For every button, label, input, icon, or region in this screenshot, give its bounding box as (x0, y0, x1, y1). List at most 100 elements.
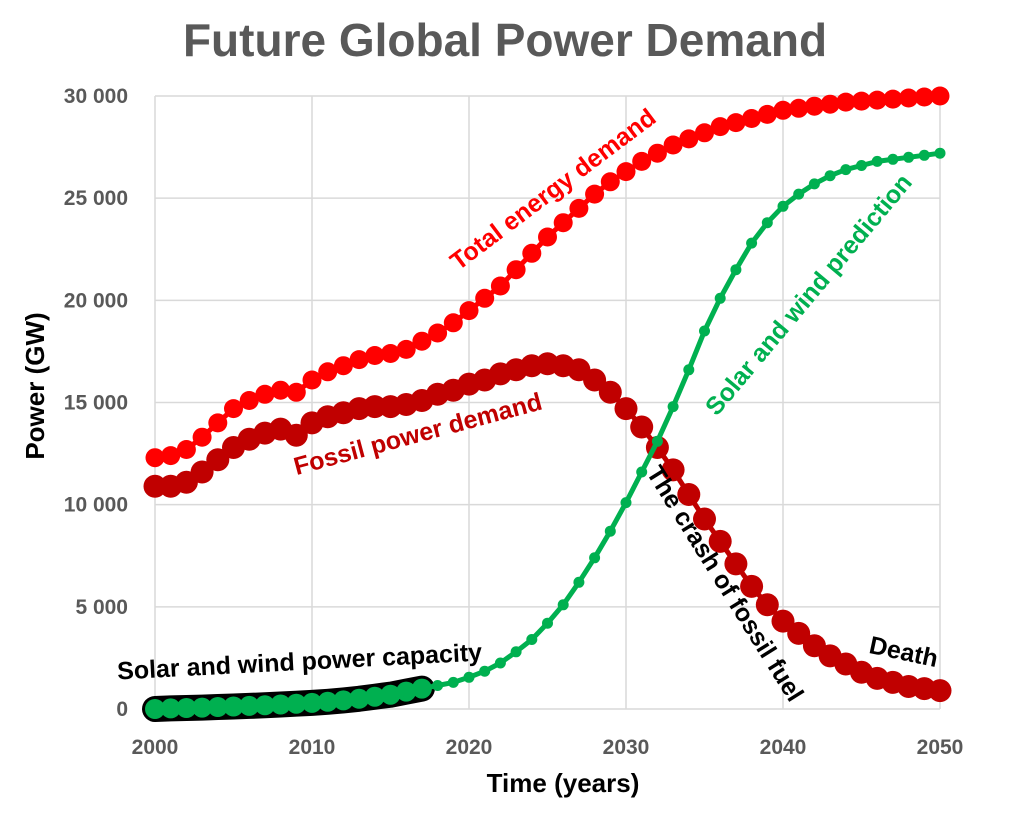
data-point (349, 350, 369, 370)
x-tick-label: 2020 (446, 736, 493, 759)
grid-lines (154, 95, 941, 710)
data-point (161, 446, 181, 466)
data-point (243, 700, 255, 712)
data-point (614, 397, 638, 421)
data-point (789, 98, 809, 118)
data-point (196, 702, 208, 714)
data-point (600, 172, 620, 192)
data-point (630, 415, 654, 439)
data-point (228, 701, 239, 712)
data-point (679, 129, 699, 149)
data-point (632, 151, 652, 171)
data-point (583, 368, 607, 392)
chart-title: Future Global Power Demand (183, 14, 827, 66)
x-tick-label: 2000 (132, 736, 179, 759)
data-point (663, 135, 683, 155)
data-point (661, 458, 685, 482)
annotation-total-energy-demand: Total energy demand (445, 103, 661, 276)
data-point (740, 574, 764, 598)
y-axis-ticks: 0 5 000 10 000 15 000 20 000 25 000 30 000 (64, 85, 128, 721)
data-point (443, 313, 463, 333)
data-point (165, 702, 177, 714)
data-point (757, 104, 777, 124)
data-point (284, 423, 308, 447)
data-point (239, 391, 259, 410)
data-point (190, 460, 214, 484)
data-point (306, 697, 318, 709)
data-point (856, 160, 867, 171)
data-point (337, 694, 349, 706)
x-tick-label: 2050 (917, 736, 964, 759)
data-point (542, 617, 553, 629)
data-point (259, 699, 271, 711)
data-point (726, 113, 746, 133)
data-point (302, 370, 322, 390)
data-point (432, 680, 444, 691)
data-point (742, 109, 762, 128)
data-point (852, 91, 871, 111)
y-axis-title: Power (GW) (20, 312, 50, 459)
data-point (840, 164, 852, 176)
series-solar-wind-prediction (149, 147, 946, 715)
data-point (526, 634, 538, 645)
data-point (699, 325, 710, 337)
series-fossil-power-demand (143, 352, 952, 703)
data-point (820, 94, 840, 114)
data-point (318, 362, 338, 382)
data-point (903, 151, 915, 163)
data-point (365, 346, 385, 365)
data-point (180, 702, 192, 714)
x-axis-title: Time (years) (487, 768, 640, 798)
y-tick-label: 5 000 (75, 596, 128, 619)
data-point (918, 149, 930, 161)
data-point (522, 243, 542, 263)
data-point (208, 413, 228, 433)
data-point (883, 89, 903, 109)
data-point (787, 621, 811, 645)
data-point (695, 123, 714, 143)
data-point (930, 86, 950, 106)
data-point (557, 599, 569, 611)
data-point (490, 276, 510, 296)
data-point (808, 178, 820, 190)
annotation-death: Death (867, 631, 941, 673)
y-tick-label: 25 000 (64, 187, 128, 210)
data-point (479, 665, 491, 677)
data-point (677, 483, 701, 506)
data-point (385, 689, 396, 701)
data-point (824, 170, 836, 182)
data-point (804, 96, 824, 116)
data-point (616, 162, 636, 182)
data-point (412, 331, 432, 351)
data-point (914, 87, 934, 107)
y-tick-label: 15 000 (64, 392, 128, 415)
data-point (928, 679, 952, 703)
data-point (651, 435, 663, 447)
data-point (569, 198, 589, 218)
data-point (710, 117, 730, 137)
data-point (463, 671, 475, 683)
data-point (290, 698, 302, 710)
data-point (510, 646, 522, 658)
data-point (773, 100, 793, 120)
data-point (369, 691, 381, 703)
data-point (708, 529, 732, 553)
data-point (667, 401, 679, 413)
y-tick-label: 20 000 (64, 289, 128, 312)
y-tick-label: 10 000 (64, 494, 128, 517)
data-point (777, 200, 789, 212)
data-point (149, 703, 161, 715)
data-point (538, 227, 557, 247)
data-point (447, 676, 459, 688)
data-point (724, 552, 748, 576)
data-point (771, 609, 795, 633)
data-point (836, 92, 856, 112)
data-point (396, 339, 416, 359)
data-point (746, 237, 758, 249)
x-tick-label: 2010 (289, 736, 336, 759)
data-point (494, 657, 506, 669)
data-point (730, 264, 742, 276)
data-point (647, 143, 667, 163)
data-point (459, 301, 479, 321)
